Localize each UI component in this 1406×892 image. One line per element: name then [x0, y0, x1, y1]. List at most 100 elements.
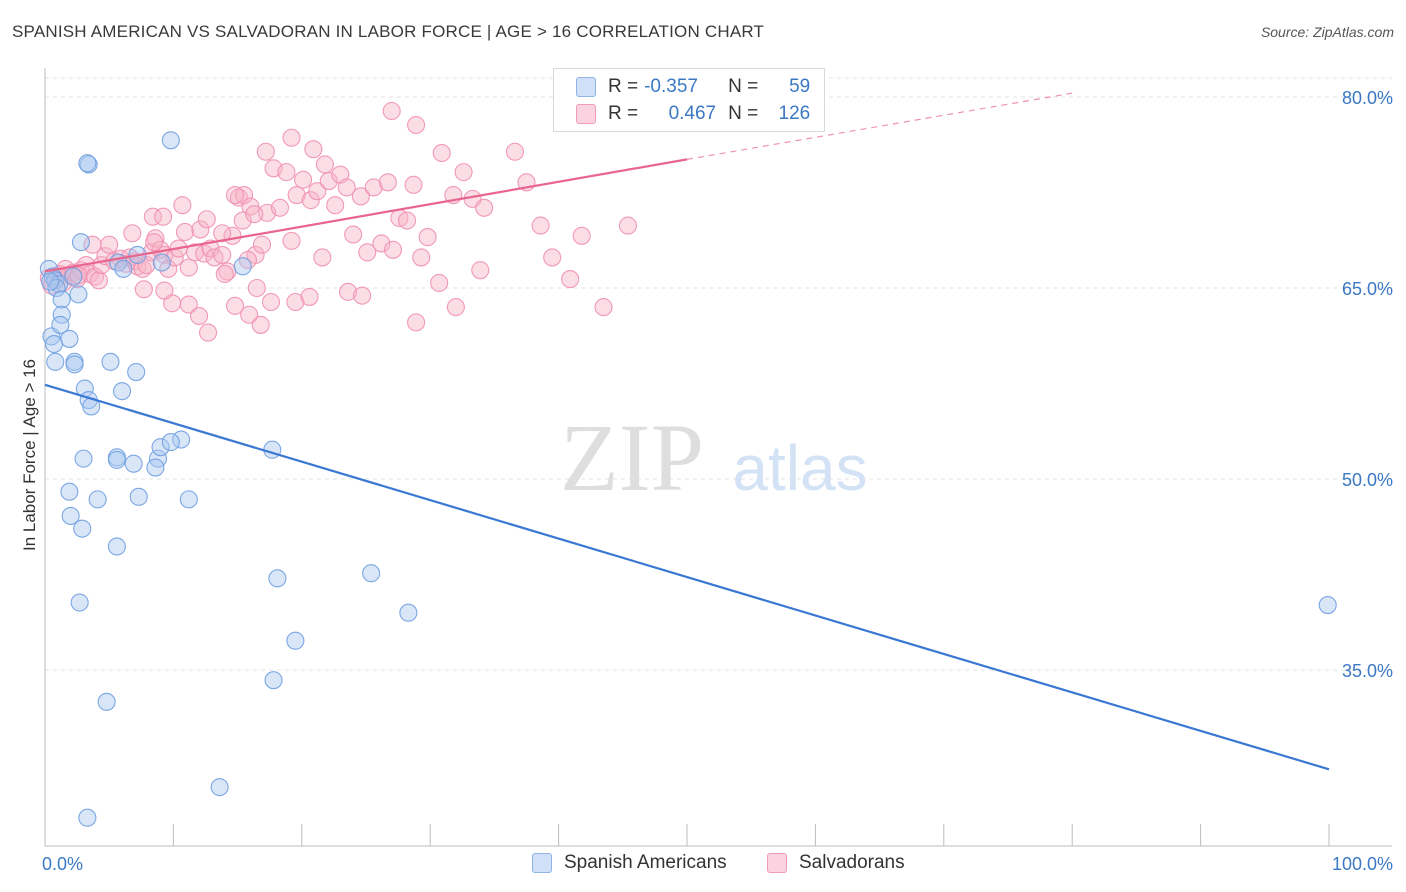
salvadorans-point: [179, 258, 198, 277]
salvadorans-point: [282, 231, 301, 250]
salvadorans-point: [383, 240, 403, 259]
spanish-americans-point: [107, 537, 126, 556]
salvadorans-point: [294, 170, 313, 189]
legend-swatch-blue: [576, 77, 596, 97]
chart-title: SPANISH AMERICAN VS SALVADORAN IN LABOR …: [12, 22, 765, 41]
salvadorans-point: [213, 245, 232, 264]
salvadorans-point: [364, 178, 383, 197]
spanish-americans-point: [264, 671, 283, 690]
svg-text:ZIP: ZIP: [560, 404, 704, 511]
spanish-americans-point: [146, 458, 165, 477]
salvadorans-point: [454, 163, 473, 182]
salvadorans-point: [308, 182, 327, 201]
salvadorans-point: [304, 140, 323, 159]
salvadorans-point: [277, 163, 296, 182]
salvadorans-point: [175, 222, 195, 242]
salvadorans-point: [197, 210, 216, 229]
legend: R = -0.357 N = 59 R = 0.467 N = 126: [553, 68, 825, 132]
legend-row-salvadorans: R = 0.467 N = 126: [576, 102, 810, 126]
salvadorans-point: [475, 198, 494, 217]
salvadorans-point: [186, 243, 205, 262]
spanish-americans-point: [1318, 596, 1337, 615]
spanish-americans-point: [233, 257, 252, 276]
y-tick-label: 65.0%: [1342, 279, 1393, 299]
spanish-americans-point: [161, 131, 180, 150]
spanish-americans-point: [161, 433, 180, 452]
spanish-americans-point: [64, 267, 83, 286]
spanish-americans-point: [107, 450, 126, 469]
spanish-americans-point: [71, 233, 91, 252]
spanish-americans-point: [44, 334, 64, 354]
spanish-americans-point: [78, 808, 97, 827]
bottom-legend: Spanish Americans Salvadorans: [0, 852, 1406, 876]
salvadorans-point: [430, 273, 449, 292]
legend-r-value: 0.467: [668, 103, 717, 124]
salvadorans-point: [407, 313, 426, 332]
legend-r-label: R =: [608, 76, 639, 97]
y-tick-label: 50.0%: [1342, 470, 1393, 490]
spanish-americans-point: [88, 490, 107, 509]
spanish-americans-point: [52, 290, 71, 309]
spanish-americans-trendline: [44, 383, 1330, 771]
spanish-americans-point: [60, 482, 79, 501]
salvadorans-point: [338, 282, 358, 301]
y-tick-label: 35.0%: [1342, 661, 1393, 681]
salvadorans-point: [251, 315, 270, 334]
spanish-americans-point: [114, 259, 133, 278]
salvadorans-point: [225, 185, 245, 205]
salvadorans-point: [543, 248, 562, 267]
legend-row-spanish-americans: R = -0.357 N = 59: [576, 75, 810, 99]
salvadorans-point: [326, 196, 345, 215]
legend-n-label: N =: [728, 76, 759, 97]
salvadorans-point: [173, 196, 192, 215]
salvadorans-point: [213, 224, 232, 243]
salvadorans-point: [270, 198, 290, 217]
salvadorans-point: [561, 270, 580, 289]
spanish-americans-point: [79, 155, 98, 174]
salvadorans-point: [143, 207, 162, 226]
salvadorans-point: [134, 280, 153, 299]
salvadorans-point: [313, 248, 332, 267]
salvadorans-point: [286, 292, 305, 312]
salvadorans-point: [300, 287, 319, 306]
source-label: Source: ZipAtlas.com: [1260, 24, 1394, 40]
spanish-americans-point: [151, 438, 170, 457]
salvadorans-point: [282, 128, 301, 147]
salvadorans-point: [618, 216, 637, 235]
salvadorans-point: [446, 298, 465, 317]
bottom-legend-spanish-americans: Spanish Americans: [532, 852, 727, 874]
salvadorans-point: [372, 234, 391, 253]
salvadorans-point: [215, 264, 234, 284]
y-axis-label: In Labor Force | Age > 16: [20, 358, 39, 552]
salvadorans-point: [245, 205, 264, 224]
salvadorans-point: [190, 306, 209, 326]
spanish-americans-point: [69, 285, 88, 304]
salvadorans-point: [256, 142, 275, 161]
salvadorans-point: [378, 173, 397, 192]
bottom-legend-label: Salvadorans: [799, 852, 905, 873]
legend-swatch-pink: [576, 104, 596, 124]
legend-r-value: -0.357: [644, 76, 698, 97]
salvadorans-point: [337, 178, 356, 197]
spanish-americans-point: [172, 430, 191, 449]
watermark: ZIP atlas: [560, 404, 868, 511]
salvadorans-point: [287, 185, 306, 205]
salvadorans-point: [358, 243, 377, 262]
spanish-americans-point: [362, 564, 381, 583]
bottom-legend-swatch-blue: [532, 853, 552, 873]
salvadorans-point: [353, 286, 372, 305]
spanish-americans-point: [268, 569, 287, 588]
salvadorans-point: [191, 220, 210, 239]
salvadorans-point: [145, 233, 164, 252]
bottom-legend-label: Spanish Americans: [564, 852, 727, 873]
spanish-americans-point: [65, 355, 84, 374]
spanish-americans-point: [124, 454, 143, 473]
y-tick-label: 80.0%: [1342, 88, 1393, 108]
spanish-americans-point: [41, 272, 60, 291]
salvadorans-point: [83, 235, 102, 254]
salvadorans-point: [199, 323, 218, 342]
salvadorans-point: [89, 271, 108, 290]
salvadorans-point: [432, 143, 451, 163]
salvadorans-point: [252, 235, 272, 254]
